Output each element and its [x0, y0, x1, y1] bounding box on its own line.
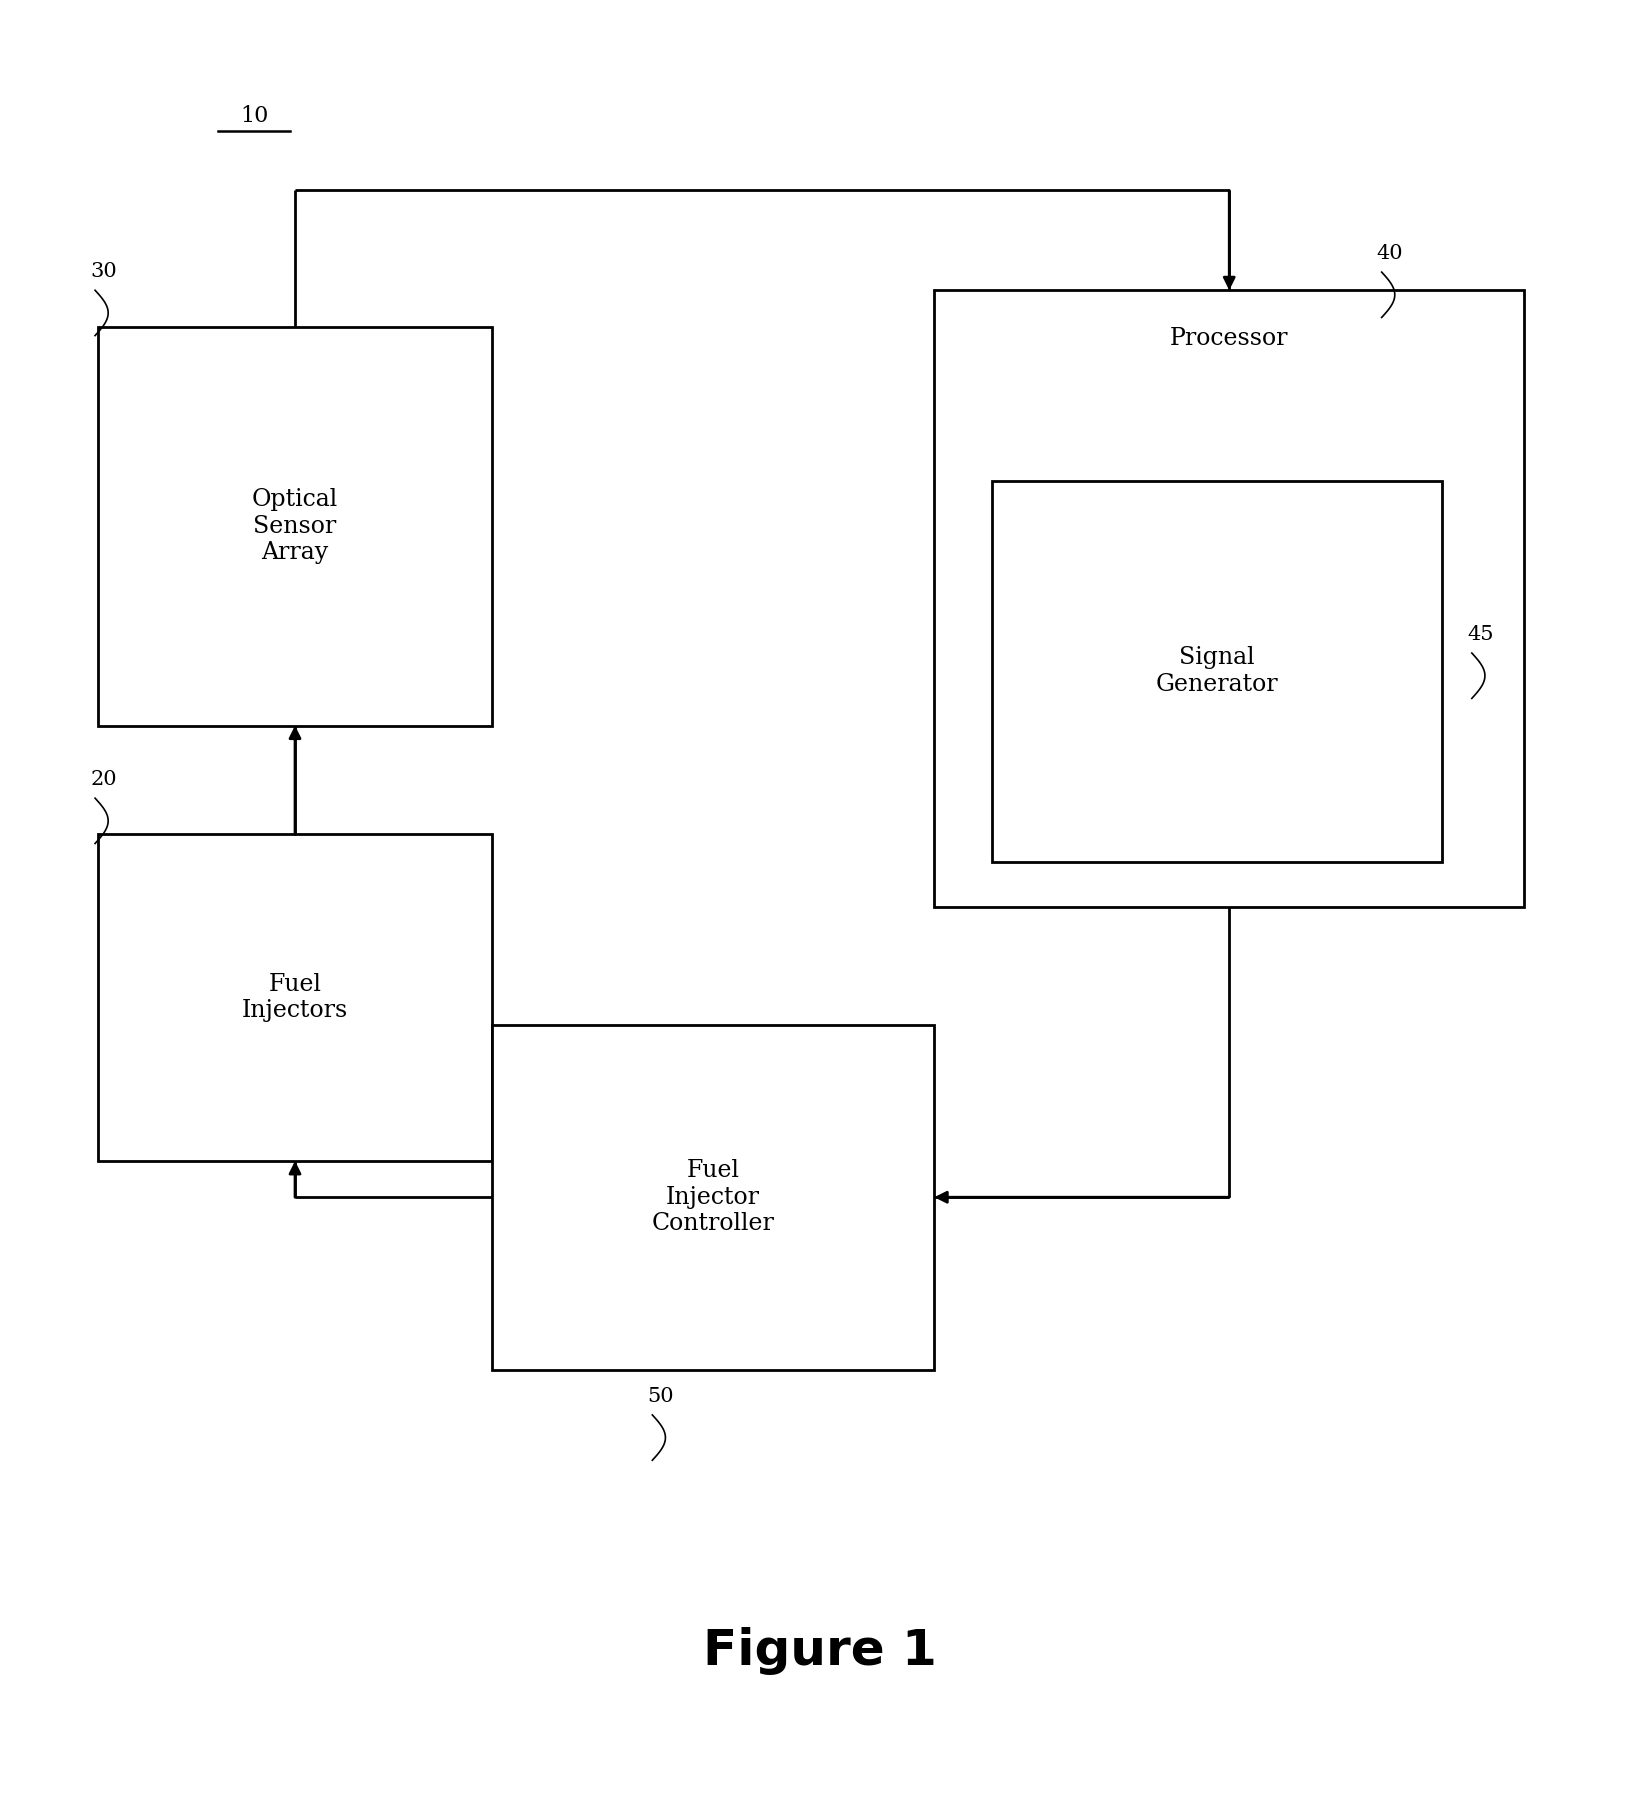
Text: Fuel
Injectors: Fuel Injectors [243, 972, 347, 1023]
Bar [492, 1025, 934, 1370]
Bar [98, 327, 492, 726]
Bar [98, 834, 492, 1161]
Text: 40: 40 [1377, 245, 1403, 263]
Text: Processor: Processor [1170, 327, 1288, 350]
Bar [992, 481, 1442, 862]
Text: 50: 50 [647, 1388, 674, 1406]
Text: Signal
Generator: Signal Generator [1155, 646, 1278, 697]
Bar [934, 290, 1524, 907]
Text: 30: 30 [90, 263, 116, 281]
Text: 10: 10 [239, 105, 269, 127]
Text: Fuel
Injector
Controller: Fuel Injector Controller [652, 1159, 774, 1235]
Text: Optical
Sensor
Array: Optical Sensor Array [252, 488, 338, 564]
Text: Figure 1: Figure 1 [703, 1627, 936, 1674]
Text: 45: 45 [1467, 626, 1493, 644]
Text: 20: 20 [90, 771, 116, 789]
